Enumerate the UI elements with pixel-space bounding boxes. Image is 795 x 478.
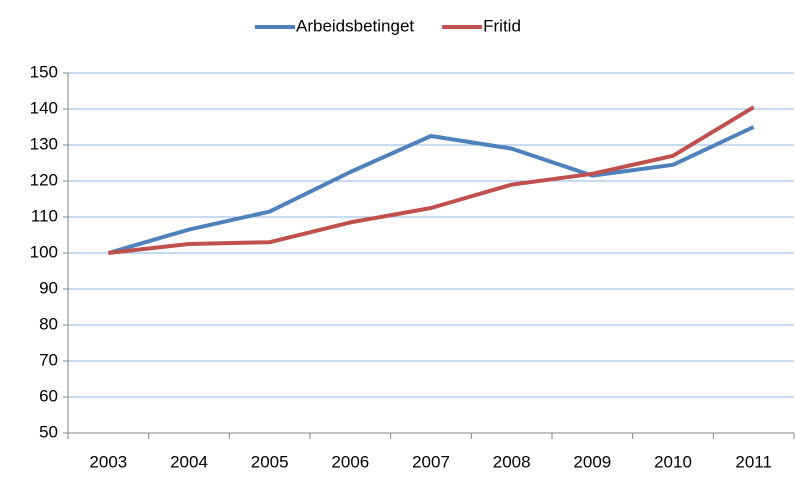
y-tick-label: 140 — [30, 98, 58, 117]
y-tick-label: 120 — [30, 170, 58, 189]
y-tick-label: 50 — [39, 422, 58, 441]
y-tick-label: 60 — [39, 386, 58, 405]
y-tick-label: 80 — [39, 314, 58, 333]
y-tick-label: 110 — [31, 206, 58, 225]
x-tick-label: 2005 — [251, 452, 289, 471]
x-tick-label: 2006 — [331, 452, 369, 471]
x-tick-label: 2008 — [493, 452, 531, 471]
x-tick-label: 2004 — [170, 452, 208, 471]
y-tick-label: 90 — [39, 278, 58, 297]
x-tick-label: 2009 — [573, 452, 611, 471]
y-tick-label: 150 — [30, 62, 58, 81]
y-tick-label: 100 — [30, 242, 58, 261]
x-tick-label: 2003 — [89, 452, 127, 471]
x-tick-label: 2007 — [412, 452, 450, 471]
legend-label: Fritid — [483, 16, 521, 35]
series-line — [107, 125, 755, 255]
x-tick-label: 2010 — [654, 452, 692, 471]
y-tick-label: 130 — [30, 134, 58, 153]
y-tick-label: 70 — [39, 350, 58, 369]
legend: Arbeidsbetinget Fritid — [255, 16, 521, 35]
series-line — [108, 105, 755, 255]
x-tick-label: 2011 — [735, 452, 772, 471]
legend-label: Arbeidsbetinget — [296, 16, 414, 35]
